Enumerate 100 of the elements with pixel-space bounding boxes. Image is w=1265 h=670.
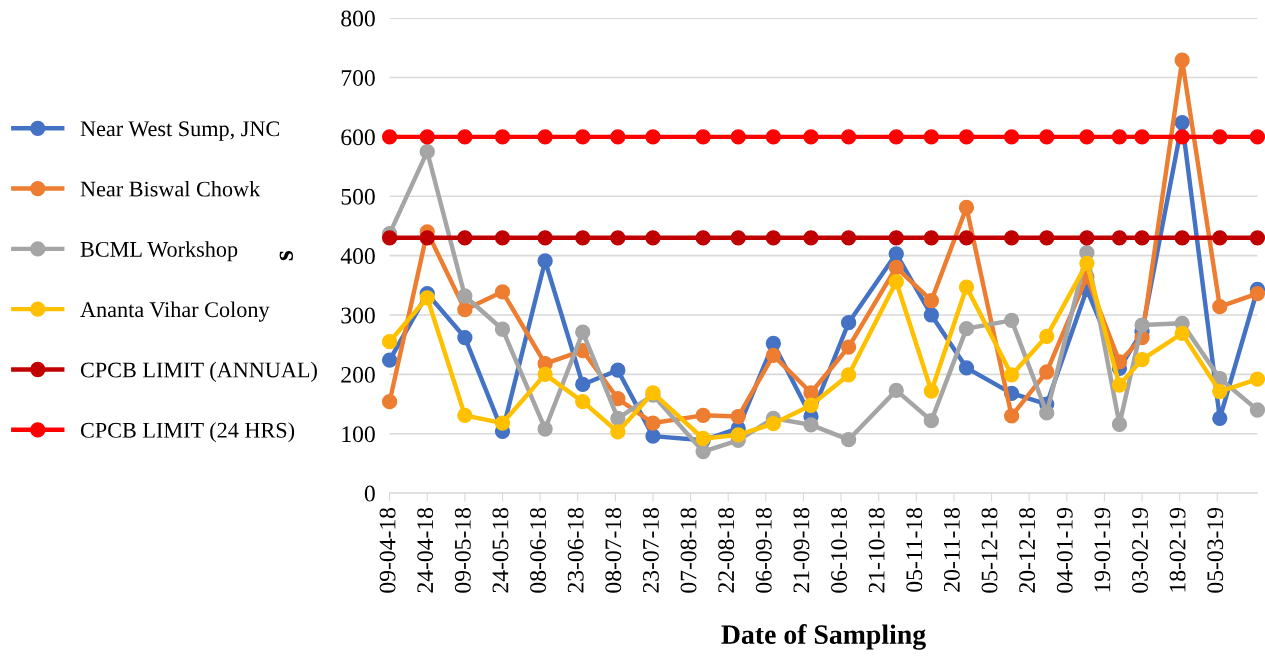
point [1111,129,1128,145]
point [888,259,904,276]
point [1111,230,1128,246]
point [803,397,819,413]
point [1039,129,1055,145]
x-tick-label: 08-07-18 [605,507,622,593]
legend-label: CPCB LIMIT (24 HRS) [80,422,295,443]
point [1249,129,1265,145]
x-tick-label: 03-02-19 [1132,507,1148,593]
point [730,230,746,246]
x-tick-label: 20-12-18 [1019,507,1036,593]
point [645,129,661,145]
point [610,230,626,246]
point [419,144,435,160]
point [1249,371,1265,387]
point [765,230,781,246]
point [1003,129,1020,145]
point [958,230,975,246]
point [1249,285,1265,302]
point [457,288,473,304]
point [840,230,857,246]
point [1003,230,1020,246]
point [537,253,553,269]
point [494,284,511,300]
point [695,443,711,460]
point [730,408,746,425]
y-axis-title: s [279,250,294,261]
y-tick-label: 700 [341,69,375,86]
point [645,230,661,246]
point [381,394,398,410]
point [575,129,591,145]
point [1174,114,1190,131]
point [610,362,626,378]
point [958,321,975,337]
point [888,274,904,290]
point [958,129,975,145]
x-tick-label: 21-10-18 [868,507,885,593]
point [494,321,511,337]
x-tick-label: 23-06-18 [567,507,584,593]
x-axis-title: Date of Sampling [721,624,926,650]
point [923,383,940,399]
x-tick-label: 24-05-18 [492,507,509,593]
point [1174,52,1190,68]
point [537,129,553,145]
point [840,315,857,331]
point [888,246,904,262]
y-tick-label: 500 [341,188,375,205]
legend-label: BCML Workshop [80,241,238,262]
point [419,129,435,145]
point [765,347,781,364]
point [923,293,940,309]
point [695,230,711,246]
x-tick-label: 05-11-18 [906,507,923,592]
point [923,307,940,323]
point [840,129,857,145]
point [645,415,661,431]
point [575,324,591,340]
point [803,385,819,401]
point [457,329,473,346]
point [1212,299,1228,315]
legend-label: Near West Sump, JNC [80,121,280,141]
point [1174,230,1190,246]
point [1134,317,1150,333]
y-tick-label: 800 [341,10,375,27]
point [381,230,398,246]
point [1134,351,1150,368]
y-tick-label: 400 [340,248,375,265]
point [958,279,975,295]
point [840,432,857,448]
x-tick-label: 06-10-18 [831,507,847,593]
point [803,417,819,433]
point [695,129,711,145]
x-tick-label: 19-01-19 [1094,507,1111,592]
point [494,129,511,145]
y-tick-label: 300 [341,307,375,324]
point [419,230,435,246]
point [1212,230,1228,246]
x-tick-label: 22-08-18 [718,507,735,593]
point [457,129,473,145]
point [1003,367,1020,383]
point [923,230,940,246]
point [1039,364,1055,380]
point [494,415,511,431]
point [494,230,511,246]
x-tick-label: 21-09-18 [793,507,810,593]
point [610,410,626,426]
point [888,382,904,399]
legend-label: Near Biswal Chowk [80,180,261,197]
point [610,129,626,145]
point [457,302,473,318]
point [1212,383,1228,400]
point [419,290,435,306]
legend-label: CPCB LIMIT (ANNUAL) [80,361,317,383]
point [765,416,781,432]
point [730,427,746,443]
point [1111,416,1128,432]
point [575,230,591,246]
point [803,129,819,145]
x-tick-label: 20-11-18 [943,507,960,592]
point [457,230,473,246]
